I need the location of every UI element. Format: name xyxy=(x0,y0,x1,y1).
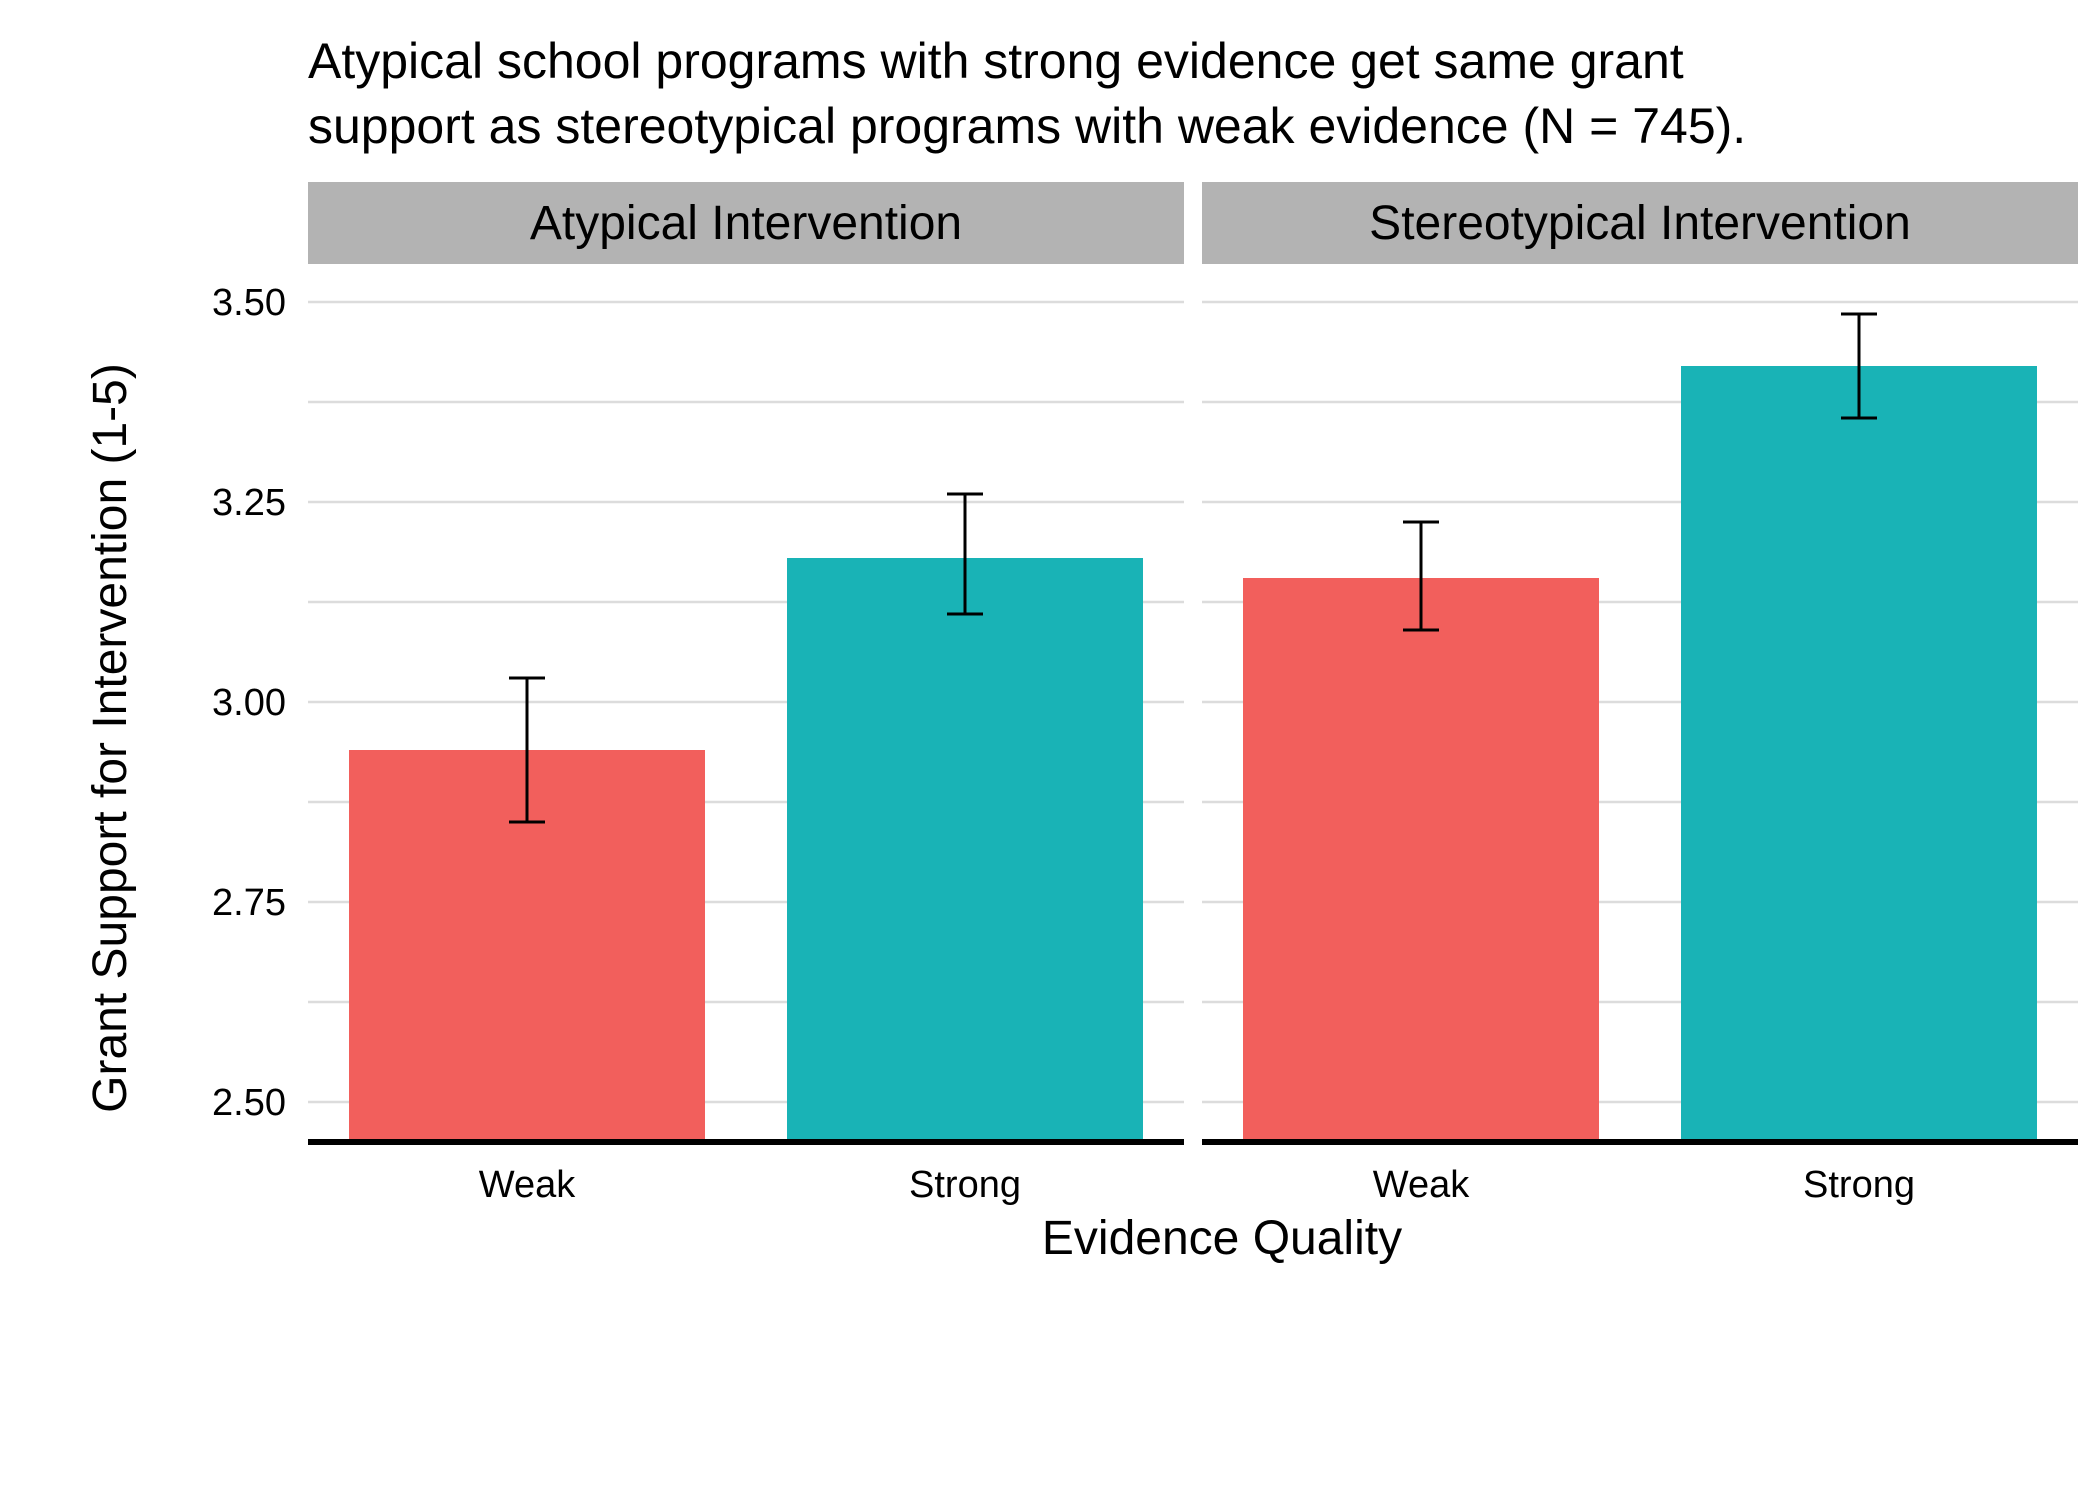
y-axis-title: Grant Support for Intervention (1-5) xyxy=(84,363,137,1113)
x-tick-label: Strong xyxy=(1803,1164,1915,1206)
chart-title-line-1: Atypical school programs with strong evi… xyxy=(308,33,1684,89)
facet-panel: Stereotypical Intervention Weak Strong xyxy=(1202,182,2078,1206)
x-axis-title: Evidence Quality xyxy=(1042,1212,1402,1265)
y-axis-ticks: 2.50 2.75 3.00 3.25 3.50 xyxy=(212,282,286,1124)
x-tick-label: Weak xyxy=(479,1164,576,1206)
facet-panel: Atypical Intervention Weak Strong xyxy=(308,182,1184,1206)
facet-strip xyxy=(1202,182,2078,264)
y-tick-label: 2.50 xyxy=(212,1082,286,1124)
x-tick-label: Weak xyxy=(1373,1164,1470,1206)
y-tick-label: 3.25 xyxy=(212,482,286,524)
y-tick-label: 2.75 xyxy=(212,882,286,924)
x-tick-label: Strong xyxy=(909,1164,1021,1206)
chart-title-line-2: support as stereotypical programs with w… xyxy=(308,98,1746,154)
y-tick-label: 3.50 xyxy=(212,282,286,324)
bar-strong xyxy=(1681,366,2037,1142)
y-tick-label: 3.00 xyxy=(212,682,286,724)
facet-strip xyxy=(308,182,1184,264)
bar-weak xyxy=(1243,578,1599,1142)
chart-title: Atypical school programs with strong evi… xyxy=(308,33,1746,154)
facet-strip-label: Atypical Intervention xyxy=(530,197,962,250)
facet-strip-label: Stereotypical Intervention xyxy=(1369,197,1911,250)
bar-strong xyxy=(787,558,1143,1142)
